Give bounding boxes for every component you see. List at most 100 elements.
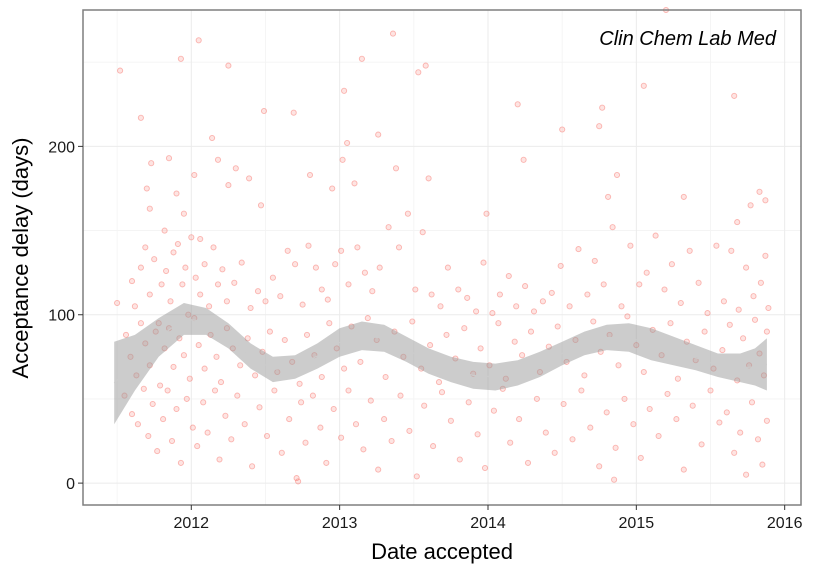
smooth-line — [113, 318, 768, 384]
data-point — [716, 419, 723, 426]
data-point — [361, 269, 368, 276]
data-point — [128, 278, 136, 285]
data-point — [385, 224, 392, 231]
data-point — [324, 296, 331, 303]
data-point — [177, 55, 184, 62]
data-point — [428, 291, 435, 298]
data-point — [145, 432, 152, 440]
data-point — [731, 92, 738, 99]
data-point — [360, 446, 367, 453]
data-point — [151, 256, 158, 263]
data-point — [142, 244, 149, 251]
data-point — [317, 424, 324, 431]
data-point — [303, 331, 311, 338]
data-point — [664, 390, 671, 397]
data-point — [237, 362, 244, 369]
data-point — [326, 320, 333, 327]
data-point — [345, 281, 352, 288]
data-point — [170, 249, 177, 256]
data-point — [673, 416, 680, 423]
data-point — [421, 402, 428, 409]
data-point — [590, 318, 597, 325]
data-point — [527, 328, 535, 335]
data-point — [225, 62, 232, 69]
data-point — [765, 304, 772, 312]
data-point — [351, 180, 358, 187]
data-point — [560, 400, 567, 408]
data-point — [618, 303, 625, 310]
data-point — [158, 281, 165, 288]
data-point — [375, 131, 382, 138]
data-point — [584, 291, 591, 298]
data-point — [615, 362, 622, 369]
data-point — [397, 392, 404, 399]
data-point — [167, 298, 174, 305]
data-point — [256, 404, 263, 411]
data-point — [165, 155, 173, 162]
data-point — [762, 197, 769, 204]
smooth-confidence-band — [113, 303, 768, 425]
data-point — [637, 454, 644, 461]
data-point — [655, 432, 662, 440]
data-point — [170, 363, 177, 370]
data-point — [419, 229, 426, 236]
data-point — [296, 380, 303, 387]
data-point — [341, 87, 348, 94]
data-point — [713, 242, 720, 249]
data-point — [117, 67, 124, 74]
data-point — [143, 185, 150, 192]
data-point — [357, 358, 364, 365]
x-tick-label: 2012 — [173, 515, 209, 532]
data-point — [554, 323, 561, 330]
grid — [83, 10, 801, 505]
data-point — [295, 478, 302, 485]
data-point — [216, 456, 223, 463]
data-point — [763, 417, 770, 424]
data-point — [395, 244, 403, 251]
data-point — [299, 301, 306, 308]
data-point — [195, 342, 202, 349]
data-point — [747, 202, 754, 209]
data-point — [704, 310, 711, 317]
data-point — [214, 281, 222, 288]
data-point — [427, 342, 434, 349]
data-point — [726, 321, 733, 328]
data-point — [382, 373, 389, 381]
data-point — [146, 205, 153, 212]
data-point — [323, 459, 330, 466]
data-point — [481, 464, 489, 472]
data-point — [548, 289, 555, 296]
data-point — [559, 126, 566, 133]
data-point — [213, 353, 220, 360]
data-point — [422, 62, 429, 69]
data-point — [464, 294, 471, 301]
data-point — [605, 193, 612, 200]
data-point — [177, 459, 184, 466]
data-point — [266, 328, 273, 335]
data-point — [409, 318, 416, 325]
data-point — [701, 328, 708, 335]
data-point — [587, 424, 594, 431]
data-point — [238, 259, 245, 266]
data-point — [435, 379, 443, 386]
data-point — [214, 156, 222, 163]
data-point — [341, 365, 348, 372]
data-point — [456, 456, 463, 463]
data-point — [630, 421, 637, 428]
data-point — [720, 298, 727, 305]
data-point — [122, 331, 130, 338]
data-point — [566, 303, 573, 310]
data-point — [483, 210, 490, 217]
data-point — [339, 156, 346, 163]
data-point — [330, 405, 337, 413]
data-point — [173, 405, 180, 413]
data-point — [137, 114, 144, 121]
data-point — [157, 382, 164, 389]
data-point — [332, 261, 339, 268]
data-point — [519, 352, 526, 359]
data-point — [192, 274, 199, 281]
data-point — [686, 247, 693, 254]
data-point — [140, 385, 147, 392]
data-point — [524, 459, 532, 466]
